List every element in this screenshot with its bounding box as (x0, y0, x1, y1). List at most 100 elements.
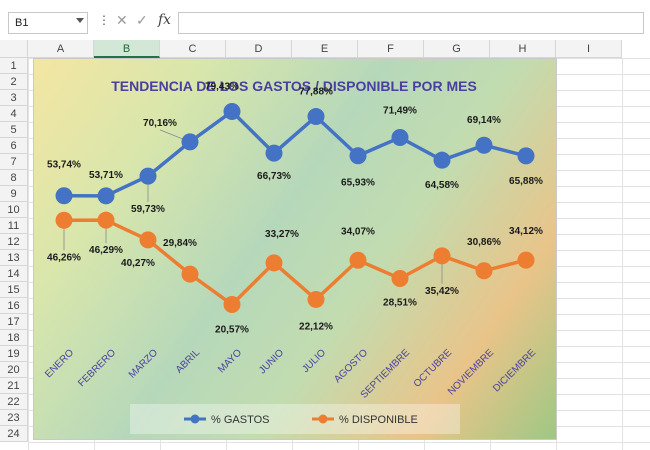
select-all-corner[interactable] (0, 40, 28, 58)
row-header-11[interactable]: 11 (0, 218, 28, 234)
row-header-9[interactable]: 9 (0, 186, 28, 202)
data-label: 20,57% (215, 325, 249, 336)
data-point (139, 167, 157, 185)
row-header-16[interactable]: 16 (0, 298, 28, 314)
data-point (349, 147, 367, 165)
data-label: 70,16% (143, 118, 177, 129)
data-point (181, 133, 199, 151)
data-point (223, 296, 241, 314)
column-header-i[interactable]: I (556, 40, 622, 58)
x-tick-label: AGOSTO (332, 347, 370, 385)
row-header-8[interactable]: 8 (0, 170, 28, 186)
row-header-2[interactable]: 2 (0, 74, 28, 90)
row-header-19[interactable]: 19 (0, 346, 28, 362)
data-label: 79,43% (205, 81, 239, 92)
data-label: 53,74% (47, 160, 81, 171)
more-options-icon[interactable]: ⋮ (98, 13, 110, 27)
name-box[interactable]: B1 (8, 12, 88, 34)
chevron-down-icon[interactable] (76, 18, 84, 23)
data-label: 46,29% (89, 245, 123, 256)
x-tick-label: ABRIL (174, 347, 203, 376)
data-label: 46,26% (47, 252, 81, 263)
data-label: 34,07% (341, 226, 375, 237)
data-point (475, 262, 493, 280)
data-point (307, 290, 325, 308)
x-tick-label: OCTUBRE (412, 347, 455, 390)
insert-function-icon[interactable]: fx (158, 12, 172, 28)
data-point (517, 147, 535, 165)
data-label: 77,88% (299, 87, 333, 98)
data-label: 69,14% (467, 115, 501, 126)
column-header-c[interactable]: C (160, 40, 226, 58)
x-tick-label: JULIO (300, 347, 328, 375)
column-header-d[interactable]: D (226, 40, 292, 58)
data-point (55, 187, 73, 205)
column-header-h[interactable]: H (490, 40, 556, 58)
data-label: 71,49% (383, 106, 417, 117)
row-header-6[interactable]: 6 (0, 138, 28, 154)
legend-swatch-marker (190, 414, 200, 424)
line-chart[interactable]: TENDENCIA DE LOS GASTOS / DISPONIBLE POR… (33, 58, 557, 440)
row-header-10[interactable]: 10 (0, 202, 28, 218)
data-point (181, 265, 199, 283)
column-header-e[interactable]: E (292, 40, 358, 58)
data-point (139, 231, 157, 249)
data-point (307, 108, 325, 126)
data-point (391, 129, 409, 147)
x-tick-label: JUNIO (257, 347, 286, 376)
legend-label: % DISPONIBLE (339, 414, 418, 426)
row-header-14[interactable]: 14 (0, 266, 28, 282)
data-point (265, 254, 283, 272)
data-point (433, 247, 451, 265)
x-tick-label: ENERO (43, 347, 76, 380)
row-header-23[interactable]: 23 (0, 410, 28, 426)
data-label: 28,51% (383, 297, 417, 308)
data-label: 64,58% (425, 180, 459, 191)
row-header-21[interactable]: 21 (0, 378, 28, 394)
formula-bar: B1 ⋮ ✕ ✓ fx (0, 0, 650, 40)
legend-swatch-marker (318, 414, 328, 424)
row-header-1[interactable]: 1 (0, 58, 28, 74)
data-label: 40,27% (121, 258, 155, 269)
row-header-15[interactable]: 15 (0, 282, 28, 298)
row-header-7[interactable]: 7 (0, 154, 28, 170)
data-label: 65,88% (509, 176, 543, 187)
data-label: 29,84% (163, 238, 197, 249)
column-header-a[interactable]: A (28, 40, 94, 58)
row-header-12[interactable]: 12 (0, 234, 28, 250)
row-header-5[interactable]: 5 (0, 122, 28, 138)
row-header-18[interactable]: 18 (0, 330, 28, 346)
row-header-24[interactable]: 24 (0, 426, 28, 442)
column-header-f[interactable]: F (358, 40, 424, 58)
cancel-icon[interactable]: ✕ (116, 12, 128, 28)
data-label: 30,86% (467, 237, 501, 248)
data-label: 22,12% (299, 321, 333, 332)
data-label: 59,73% (131, 204, 165, 215)
x-tick-label: MAYO (216, 347, 244, 375)
enter-icon[interactable]: ✓ (136, 12, 148, 28)
x-tick-label: DICIEMBRE (491, 347, 538, 394)
data-label: 65,93% (341, 178, 375, 189)
data-point (223, 102, 241, 120)
chart-title: TENDENCIA DE LOS GASTOS / DISPONIBLE POR… (111, 78, 477, 94)
data-point (97, 187, 115, 205)
data-label: 66,73% (257, 171, 291, 182)
row-header-17[interactable]: 17 (0, 314, 28, 330)
row-header-3[interactable]: 3 (0, 90, 28, 106)
x-tick-label: FEBRERO (76, 347, 118, 389)
row-header-20[interactable]: 20 (0, 362, 28, 378)
data-point (97, 211, 115, 229)
column-header-b[interactable]: B (94, 40, 160, 58)
data-point (349, 251, 367, 269)
data-label: 34,12% (509, 226, 543, 237)
row-header-13[interactable]: 13 (0, 250, 28, 266)
formula-input[interactable] (178, 12, 644, 34)
row-header-22[interactable]: 22 (0, 394, 28, 410)
data-point (475, 136, 493, 154)
chart-svg: TENDENCIA DE LOS GASTOS / DISPONIBLE POR… (43, 78, 543, 434)
column-header-g[interactable]: G (424, 40, 490, 58)
row-header-4[interactable]: 4 (0, 106, 28, 122)
data-label: 53,71% (89, 170, 123, 181)
data-point (391, 269, 409, 287)
x-tick-label: MARZO (127, 347, 160, 380)
